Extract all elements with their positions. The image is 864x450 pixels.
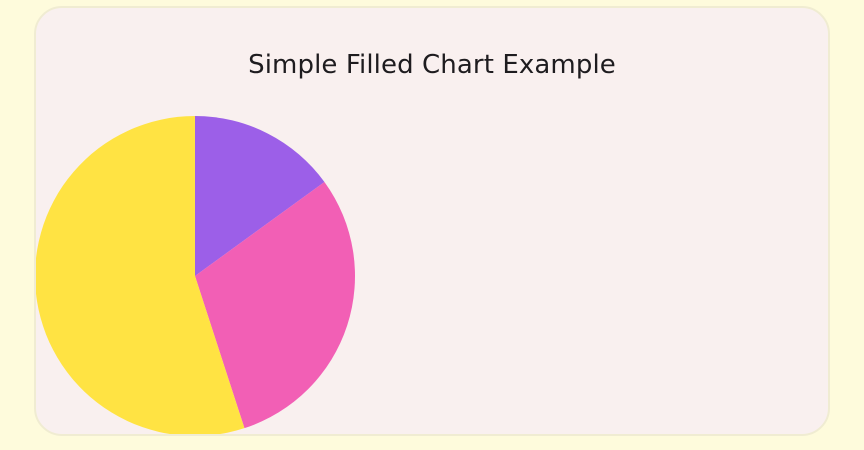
chart-title: Simple Filled Chart Example xyxy=(248,50,616,80)
pie-slice-1 xyxy=(195,116,325,276)
pie-chart xyxy=(36,116,355,434)
pie-slice-2 xyxy=(195,181,355,429)
pie-slice-3 xyxy=(36,116,245,434)
chart-card: Simple Filled Chart Example xyxy=(34,6,830,436)
